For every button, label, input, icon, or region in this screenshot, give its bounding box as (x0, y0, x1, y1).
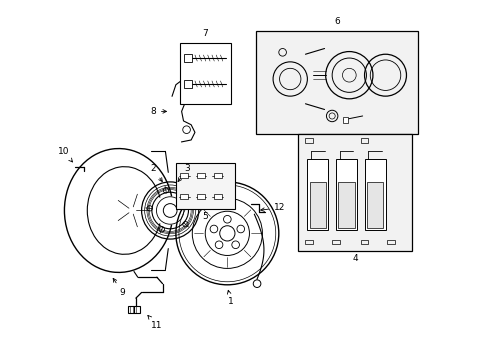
Bar (360, 240, 367, 244)
Bar (180, 194, 188, 199)
Bar (364, 159, 385, 230)
Bar (180, 173, 188, 179)
Text: 2: 2 (150, 164, 162, 181)
Text: 9: 9 (113, 278, 125, 297)
Bar (360, 138, 367, 143)
Bar (309, 182, 325, 228)
Text: 10: 10 (58, 147, 72, 162)
Bar (255, 31, 417, 134)
Bar (197, 194, 204, 199)
Bar (305, 138, 312, 143)
Bar (197, 173, 204, 179)
Bar (176, 163, 235, 208)
Bar (366, 182, 383, 228)
Bar (214, 173, 221, 179)
Text: 7: 7 (202, 29, 208, 38)
Bar (338, 182, 354, 228)
Bar (214, 194, 221, 199)
Bar (297, 134, 411, 251)
Bar (128, 306, 140, 312)
Text: 3: 3 (178, 164, 190, 181)
Text: 8: 8 (150, 107, 166, 116)
Bar (307, 159, 327, 230)
Bar (331, 240, 339, 244)
Text: 5: 5 (202, 212, 208, 221)
Bar (184, 54, 191, 62)
Text: 6: 6 (333, 17, 339, 26)
Text: 11: 11 (147, 315, 162, 330)
Circle shape (219, 226, 235, 241)
Bar (305, 240, 312, 244)
Bar (180, 43, 231, 104)
Text: 12: 12 (260, 203, 285, 212)
Bar (184, 80, 191, 88)
Text: 1: 1 (227, 290, 234, 306)
Bar (342, 117, 347, 123)
Bar (335, 159, 356, 230)
Bar (386, 240, 394, 244)
Text: 4: 4 (351, 255, 357, 264)
